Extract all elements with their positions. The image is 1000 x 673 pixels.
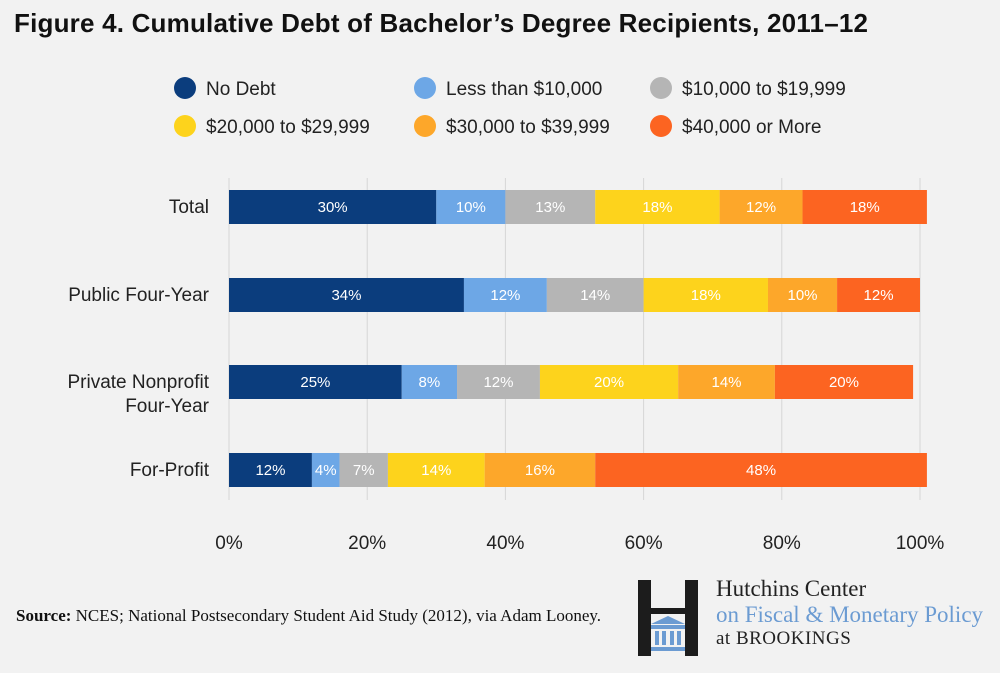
data-label-3-4: 16% (525, 462, 555, 479)
x-tick-label-5: 100% (896, 533, 945, 554)
data-label-3-3: 14% (421, 462, 451, 479)
bar-segment-0-1 (436, 190, 506, 224)
data-label-1-5: 12% (864, 287, 894, 304)
data-label-2-1: 8% (419, 374, 441, 391)
data-label-3-2: 7% (353, 462, 375, 479)
data-label-3-1: 4% (315, 462, 337, 479)
x-tick-label-2: 40% (486, 533, 524, 554)
data-label-0-1: 10% (456, 199, 486, 216)
data-label-1-0: 34% (331, 287, 361, 304)
bar-segment-0-5 (802, 190, 927, 224)
source-note: Source: NCES; National Postsecondary Stu… (16, 604, 616, 628)
data-label-0-2: 13% (535, 199, 565, 216)
logo-line-hutchins-center: Hutchins Center (716, 576, 867, 601)
legend-swatch-3 (174, 115, 196, 137)
bar-segment-0-3 (595, 190, 720, 224)
logo-line-fiscal-monetary-policy: on Fiscal & Monetary Policy (716, 602, 984, 627)
data-label-0-4: 12% (746, 199, 776, 216)
bar-segment-2-5 (774, 365, 914, 399)
bar-segment-3-5 (595, 453, 927, 487)
legend-swatch-1 (414, 77, 436, 99)
legend-swatch-5 (650, 115, 672, 137)
chart-title: Figure 4. Cumulative Debt of Bachelor’s … (14, 8, 869, 38)
x-tick-label-4: 80% (763, 533, 801, 554)
source-text: NCES; National Postsecondary Student Aid… (75, 606, 602, 625)
x-tick-label-1: 20% (348, 533, 386, 554)
data-label-1-1: 12% (490, 287, 520, 304)
hutchins-h-logo-icon (638, 580, 698, 656)
bar-segment-3-4 (484, 453, 596, 487)
legend-label-5: $40,000 or More (682, 117, 821, 138)
data-label-2-3: 20% (594, 374, 624, 391)
bar-segment-0-0 (229, 190, 437, 224)
data-label-1-3: 18% (691, 287, 721, 304)
legend: No Debt Less than $10,000 $10,000 to $19,9… (174, 77, 846, 138)
bar-segment-1-3 (643, 278, 768, 312)
data-label-2-0: 25% (300, 374, 330, 391)
category-label-0: Total (169, 197, 209, 218)
bar-segment-1-5 (837, 278, 920, 312)
legend-label-1: Less than $10,000 (446, 79, 602, 100)
data-label-0-0: 30% (318, 199, 348, 216)
data-label-2-5: 20% (829, 374, 859, 391)
x-tick-label-3: 60% (625, 533, 663, 554)
bar-segment-3-3 (387, 453, 485, 487)
data-label-0-5: 18% (850, 199, 880, 216)
bar-segment-2-2 (457, 365, 540, 399)
data-label-1-4: 10% (788, 287, 818, 304)
legend-swatch-0 (174, 77, 196, 99)
x-axis-ticks: 0% 20% 40% 60% 80% 100% (215, 533, 944, 554)
x-tick-label-0: 0% (215, 533, 243, 554)
bar-segment-1-0 (229, 278, 464, 312)
source-label: Source: (16, 606, 72, 625)
legend-label-2: $10,000 to $19,999 (682, 79, 846, 100)
legend-label-4: $30,000 to $39,999 (446, 117, 610, 138)
category-label-2: Private Nonprofit Four-Year (67, 372, 209, 417)
category-label-1: Public Four-Year (68, 285, 209, 306)
bar-segment-2-0 (229, 365, 402, 399)
bar-segment-1-2 (546, 278, 644, 312)
bar-segment-2-3 (539, 365, 679, 399)
bar-segment-3-2 (339, 453, 388, 487)
data-label-2-4: 14% (712, 374, 742, 391)
bar-segment-1-4 (767, 278, 838, 312)
data-label-0-3: 18% (642, 199, 672, 216)
category-label-3: For-Profit (130, 460, 210, 481)
data-label-1-2: 14% (580, 287, 610, 304)
legend-label-3: $20,000 to $29,999 (206, 117, 370, 138)
hutchins-center-logo: Hutchins Center on Fiscal & Monetary Pol… (636, 574, 1000, 664)
legend-swatch-2 (650, 77, 672, 99)
data-label-3-0: 12% (255, 462, 285, 479)
gridlines (228, 178, 921, 500)
data-label-3-5: 48% (746, 462, 776, 479)
stacked-bar-chart: No Debt Less than $10,000 $10,000 to $19,9… (67, 77, 944, 554)
bar-segment-3-1 (311, 453, 340, 487)
bar-segment-0-2 (505, 190, 596, 224)
bar-segment-2-1 (401, 365, 458, 399)
bars: 30% 10% 13% 18% 12% 18% 34% 12% 14% 18% 10% 12% 25% 8… (229, 190, 927, 487)
legend-label-0: No Debt (206, 79, 276, 100)
category-labels: Total Public Four-Year Private Nonprofit Fo… (67, 197, 209, 481)
data-label-2-2: 12% (483, 374, 513, 391)
bar-segment-3-0 (229, 453, 312, 487)
logo-line-at-brookings: at BROOKINGS (716, 628, 852, 649)
bar-segment-2-4 (678, 365, 775, 399)
bar-segment-0-4 (719, 190, 803, 224)
bar-segment-1-1 (463, 278, 547, 312)
legend-swatch-4 (414, 115, 436, 137)
